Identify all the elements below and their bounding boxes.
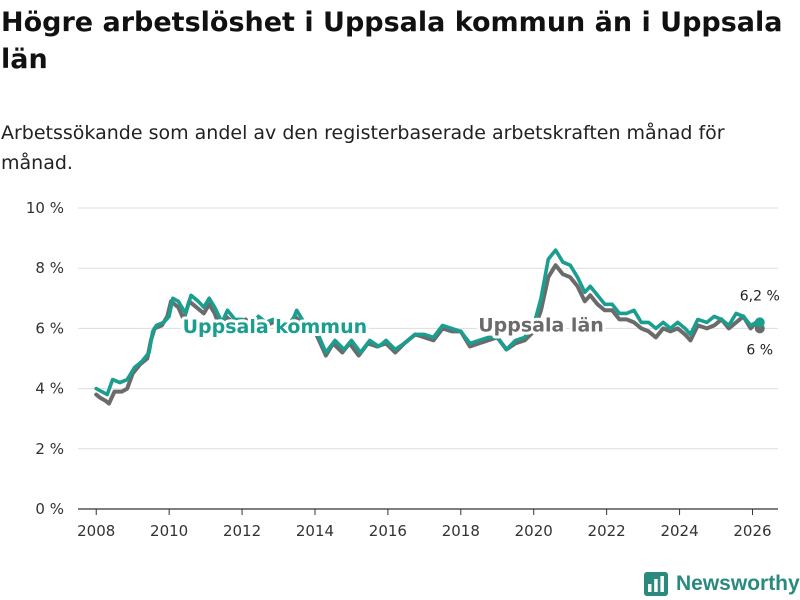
bar-chart-icon (644, 572, 668, 596)
grid-lines (78, 207, 778, 510)
chart-subtitle: Arbetssökande som andel av den registerb… (1, 122, 725, 174)
y-tick-label: 10 % (26, 199, 64, 217)
series-line-uppsala-kommun (94, 248, 762, 397)
x-tick-label: 2010 (150, 522, 188, 540)
series-labels: Uppsala län Uppsala kommun 6,2 % 6 % (180, 288, 780, 358)
y-tick-label: 0 % (35, 500, 64, 518)
y-tick-label: 8 % (35, 259, 64, 277)
series-label-uppsala-län: Uppsala län (478, 314, 604, 336)
end-value-label-uppsala-lan: 6 % (746, 342, 773, 358)
series-lines (94, 248, 765, 406)
end-value-label-uppsala-kommun: 6,2 % (740, 288, 780, 304)
y-tick-label: 6 % (35, 319, 64, 337)
x-tick-label: 2014 (296, 522, 334, 540)
x-tick-label: 2008 (77, 522, 115, 540)
newsworthy-logo: Newsworthy (644, 568, 800, 600)
end-point-uppsala-kommun (754, 317, 765, 328)
x-tick-label: 2022 (588, 522, 626, 540)
brand-name: Newsworthy (676, 572, 800, 595)
x-tick-label: 2024 (660, 522, 698, 540)
x-tick-label: 2012 (223, 522, 261, 540)
chart-title: Högre arbetslöshet i Uppsala kommun än i… (1, 7, 783, 75)
x-tick-label: 2016 (369, 522, 407, 540)
x-tick-label: 2026 (733, 522, 771, 540)
series-label-uppsala-kommun: Uppsala kommun (183, 316, 368, 338)
x-tick-label: 2020 (515, 522, 553, 540)
y-tick-label: 4 % (35, 380, 64, 398)
axes: 0 % 2 % 4 % 6 % 8 % 10 % 2008 2010 2012 2014 2016 2… (26, 199, 772, 540)
y-tick-label: 2 % (35, 440, 64, 458)
x-tick-label: 2018 (442, 522, 480, 540)
